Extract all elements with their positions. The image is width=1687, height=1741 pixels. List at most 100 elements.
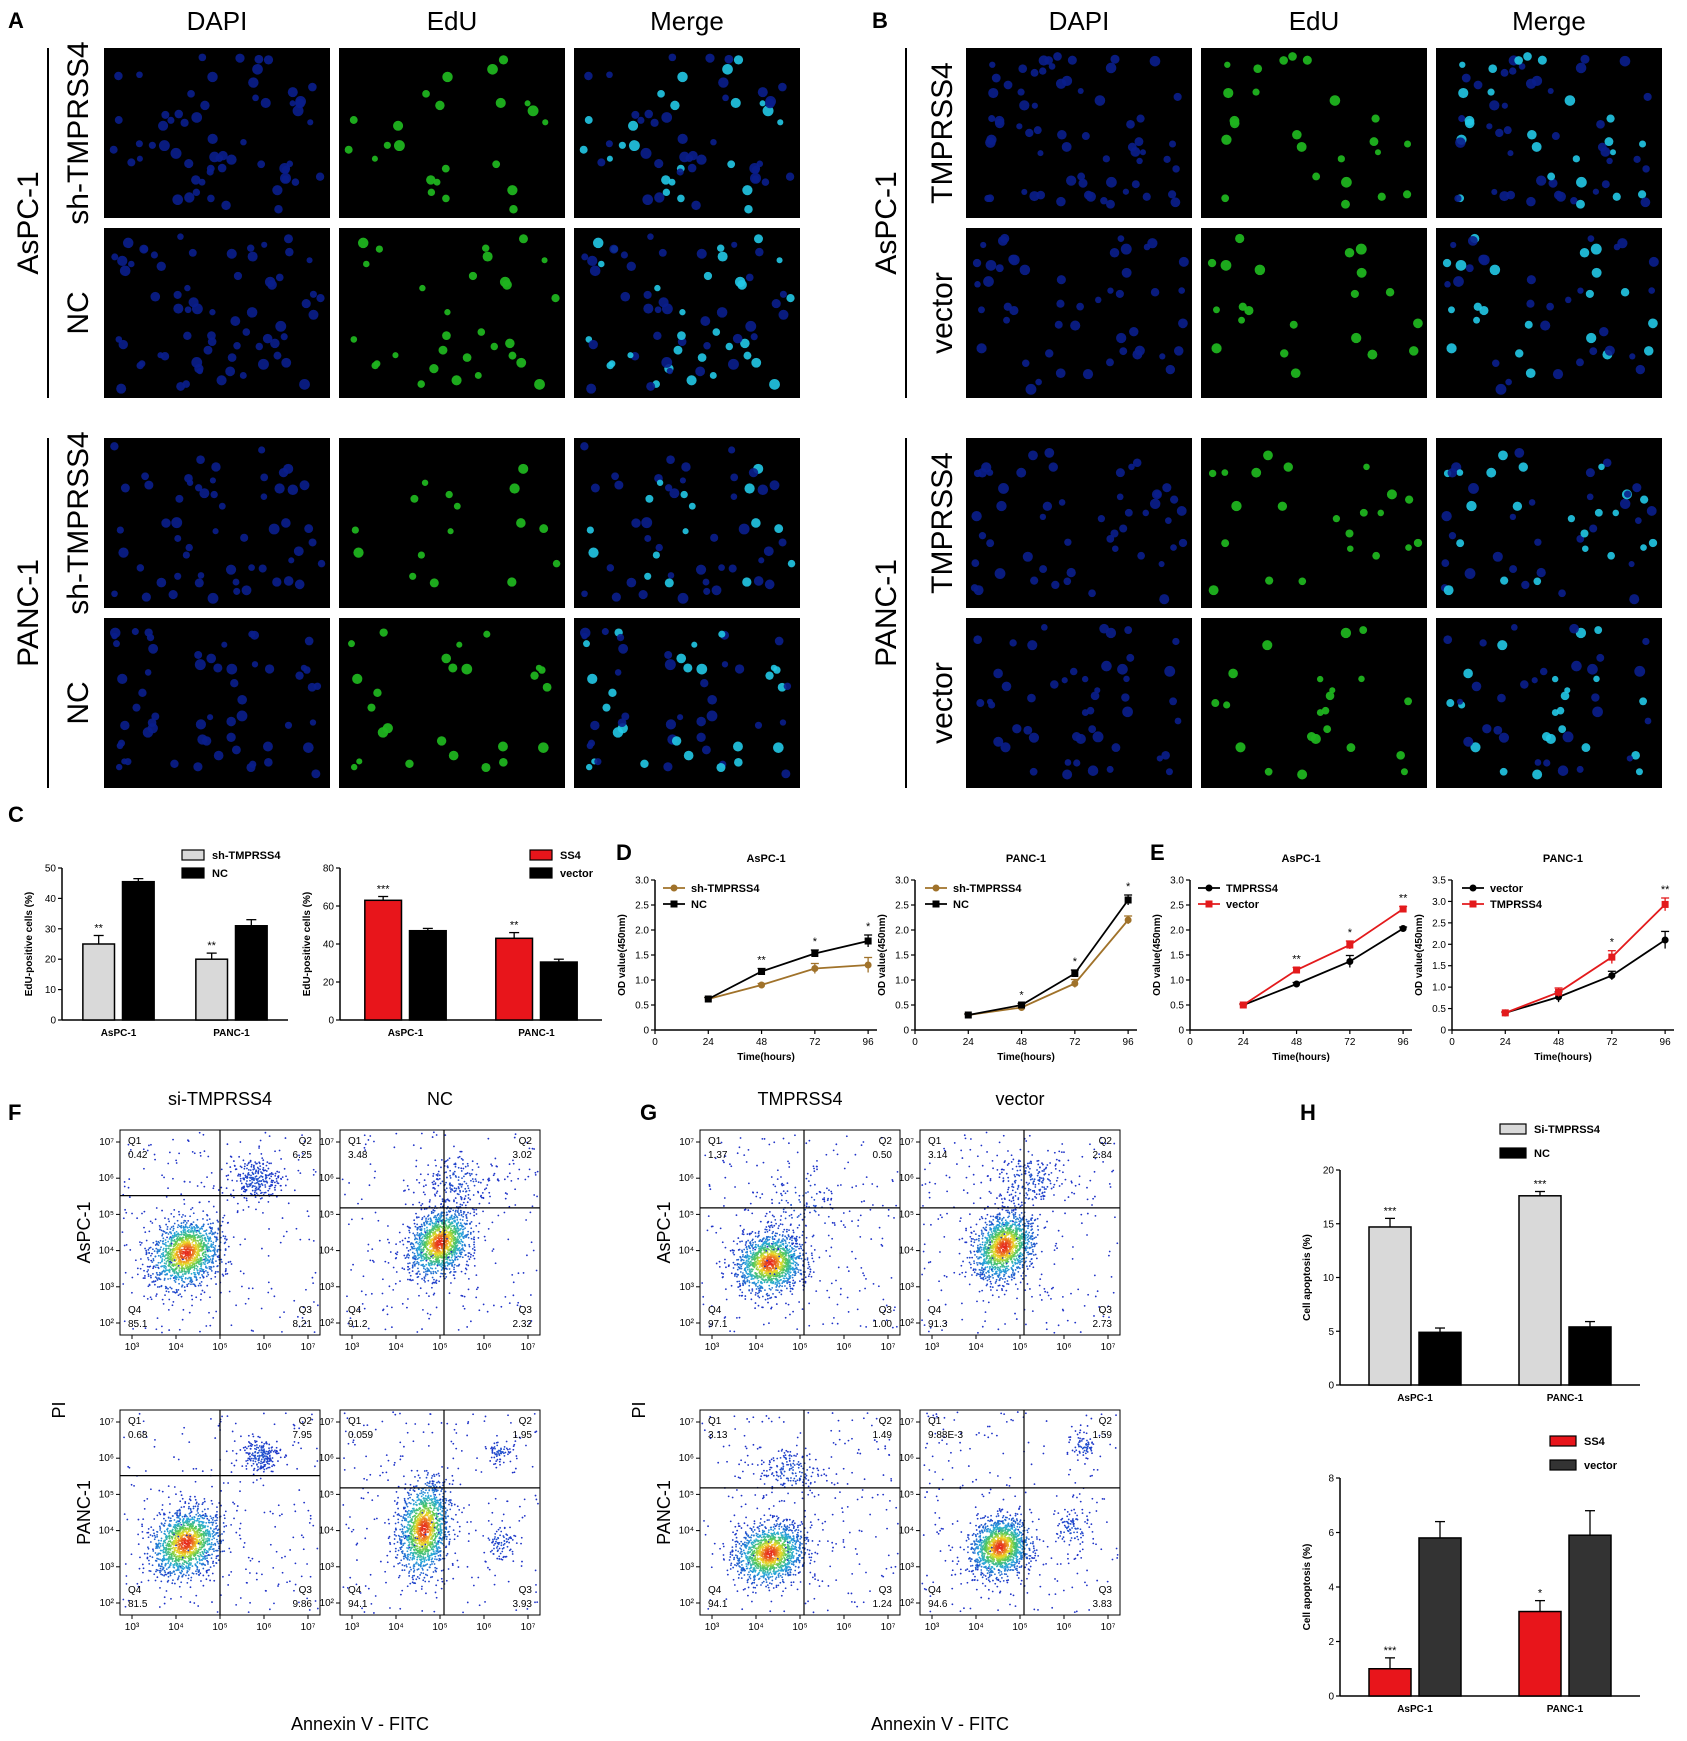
y-tick-label: 2.5 (895, 901, 909, 912)
y-tick-label: 1.5 (1432, 961, 1446, 972)
q1-value: 0.059 (348, 1430, 373, 1441)
panel-g-x-axis-label: Annexin V - FITC (871, 1714, 1009, 1734)
flow-plot: Q1 9.88E-3 Q2 1.59 Q4 94.6 Q3 3.83 10³ 10⁴ 10⁵ 10⁶ 1… (899, 1409, 1121, 1633)
y-tick-label: 0 (643, 1026, 649, 1037)
legend-label: vector (1226, 899, 1260, 911)
significance-label: * (1126, 881, 1131, 893)
q2-label: Q2 (299, 1136, 313, 1147)
y-tick-label: 0.5 (895, 1001, 909, 1012)
y-tick-label: 10⁶ (679, 1453, 694, 1464)
panel-g-y-axis-label: PI (629, 1401, 649, 1418)
significance-label: ** (510, 920, 519, 932)
x-tick-label: 10⁵ (1012, 1342, 1027, 1353)
x-tick-label: 48 (1553, 1037, 1565, 1048)
x-tick-label: 72 (809, 1037, 821, 1048)
q1-value: 3.14 (928, 1150, 948, 1161)
legend-marker (670, 900, 678, 908)
panel-b-image-edu (1201, 48, 1427, 218)
y-tick-label: 40 (323, 940, 335, 951)
bar (195, 958, 229, 1021)
y-tick-label: 50 (45, 864, 57, 875)
x-tick-label: 10⁷ (301, 1342, 316, 1353)
x-tick-label: 10⁷ (521, 1342, 536, 1353)
panel-g-row-label: PANC-1 (654, 1480, 674, 1545)
q2-label: Q2 (299, 1416, 313, 1427)
y-tick-label: 10² (320, 1598, 335, 1609)
x-axis-label: Time(hours) (997, 1052, 1055, 1063)
q2-label: Q2 (519, 1416, 533, 1427)
panel-b-image-merge (1436, 228, 1662, 398)
data-point (964, 1011, 972, 1019)
category-label: PANC-1 (1547, 1704, 1584, 1715)
y-tick-label: 80 (323, 864, 335, 875)
x-tick-label: 10⁴ (168, 1622, 183, 1633)
y-tick-label: 20 (1323, 1166, 1335, 1177)
q2-label: Q2 (879, 1136, 893, 1147)
x-tick-label: 96 (1398, 1037, 1410, 1048)
x-tick-label: 10⁶ (256, 1622, 271, 1633)
significance-label: ** (1292, 954, 1301, 966)
legend-marker (932, 884, 940, 892)
panel-label-b: B (872, 8, 888, 33)
y-tick-label: 0.5 (635, 1001, 649, 1012)
legend-marker (1469, 900, 1477, 908)
x-tick-label: 0 (652, 1037, 658, 1048)
legend-label: NC (1534, 1148, 1550, 1160)
y-tick-label: 10³ (900, 1282, 915, 1293)
legend-marker (670, 884, 678, 892)
q3-value: 2.32 (513, 1319, 533, 1330)
line-chart-D2: PANC-1 0 0.5 1.0 1.5 2.0 2.5 3.0 OD value(450nm)… (877, 853, 1137, 1063)
series-line (968, 919, 1129, 1016)
x-tick-label: 72 (1069, 1037, 1081, 1048)
q2-value: 3.02 (513, 1150, 533, 1161)
significance-label: * (1538, 1588, 1543, 1600)
panel-label-f: F (8, 1100, 21, 1125)
y-tick-label: 10⁶ (319, 1173, 334, 1184)
y-tick-label: 1.0 (895, 976, 909, 987)
x-tick-label: 48 (1291, 1037, 1303, 1048)
flow-plot: Q1 1.37 Q2 0.50 Q4 97.1 Q3 1.00 10³ 10⁴ 10⁵ 10⁶ 10⁷ 1… (679, 1129, 901, 1353)
y-tick-label: 10² (100, 1318, 115, 1329)
panel-b-row-label: TMPRSS4 (926, 62, 959, 204)
y-tick-label: 2.5 (1170, 901, 1184, 912)
bar (1568, 1326, 1612, 1386)
data-point (1608, 972, 1616, 980)
y-tick-label: 10⁷ (319, 1417, 334, 1428)
x-tick-label: 10⁵ (1012, 1622, 1027, 1633)
data-point (864, 937, 872, 945)
q2-value: 2.84 (1093, 1150, 1113, 1161)
x-tick-label: 96 (1123, 1037, 1135, 1048)
x-tick-label: 10³ (705, 1622, 720, 1633)
x-tick-label: 48 (756, 1037, 768, 1048)
y-axis-label: OD value(450nm) (617, 914, 628, 996)
panel-label-a: A (8, 8, 24, 33)
legend-swatch (1549, 1435, 1577, 1447)
q1-label: Q1 (348, 1136, 362, 1147)
q1-value: 1.37 (708, 1150, 728, 1161)
q3-label: Q3 (1099, 1585, 1113, 1596)
panel-b-image-dapi (966, 48, 1192, 218)
bar-chart-C1: 0 10 20 30 40 50 EdU-positive cells (%) AsPC-1 *… (24, 849, 288, 1039)
significance-label: *** (377, 884, 391, 896)
panel-b-image-dapi (966, 228, 1192, 398)
data-point (1124, 916, 1132, 924)
y-tick-label: 10⁶ (899, 1173, 914, 1184)
q1-label: Q1 (348, 1416, 362, 1427)
y-tick-label: 1.5 (635, 951, 649, 962)
series-line (1505, 939, 1666, 1014)
legend-swatch (529, 867, 553, 879)
y-tick-label: 10³ (100, 1562, 115, 1573)
bar (408, 929, 447, 1021)
y-tick-label: 2 (1328, 1637, 1334, 1648)
q4-value: 85.1 (128, 1319, 148, 1330)
y-axis-label: Cell apoptosis (%) (1302, 1234, 1313, 1321)
y-tick-label: 10⁵ (99, 1489, 114, 1500)
legend-label: Si-TMPRSS4 (1534, 1124, 1601, 1136)
q3-value: 3.83 (1093, 1599, 1113, 1610)
y-tick-label: 4 (1328, 1583, 1334, 1594)
x-tick-label: 72 (1344, 1037, 1356, 1048)
line-chart-E1: AsPC-1 0 0.5 1.0 1.5 2.0 2.5 3.0 OD value(450nm)… (1152, 853, 1412, 1063)
q4-label: Q4 (708, 1585, 722, 1596)
bar (121, 880, 155, 1021)
